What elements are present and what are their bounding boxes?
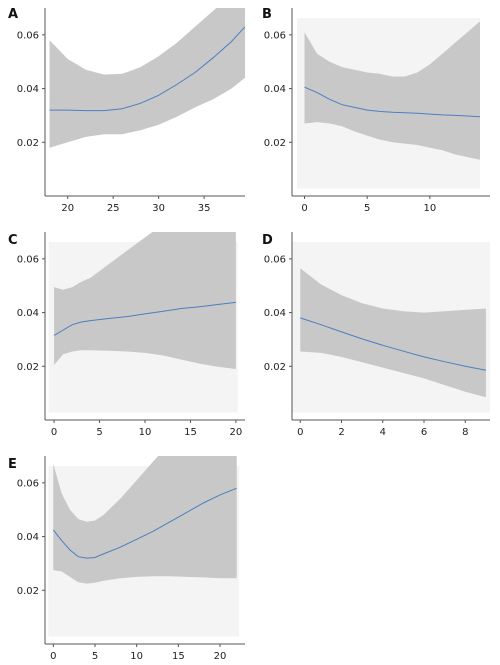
panel-letter: C [8,233,18,248]
x-tick-label: 0 [297,427,303,438]
x-tick-label: 35 [198,203,211,214]
panel-e: E 0.02 0.04 0.06 0 5 10 15 20 [8,456,245,662]
x-tick-label: 20 [230,427,243,438]
y-tick-label: 0.02 [17,362,39,373]
panel-a: A 0.02 0.04 0.06 20 25 30 35 [8,7,245,214]
x-tick-label: 25 [107,203,120,214]
x-tick-label: 20 [61,203,74,214]
x-tick-label: 30 [152,203,165,214]
panel-letter: B [262,7,272,22]
fitted-line [304,86,481,118]
x-tick-label: 10 [139,427,152,438]
fitted-line [52,487,237,559]
x-tick-label: 4 [380,427,386,438]
y-tick-label: 0.04 [17,84,39,95]
confidence-band [304,21,480,160]
x-tick-label: 0 [50,651,56,662]
x-tick-label: 10 [130,651,143,662]
y-tick-label: 0.02 [17,586,39,597]
x-tick-label: 5 [92,651,98,662]
x-tick-label: 0 [301,203,307,214]
panel-letter: E [8,457,17,472]
y-tick-label: 0.06 [17,30,39,41]
y-tick-label: 0.02 [264,138,286,149]
confidence-band [54,232,236,369]
panel-letter: A [8,7,18,22]
fitted-line [300,317,486,371]
x-tick-label: 6 [421,427,427,438]
y-tick-label: 0.04 [17,308,39,319]
y-tick-label: 0.06 [264,254,286,265]
x-tick-label: 2 [338,427,344,438]
fitted-line [49,26,245,112]
x-tick-label: 15 [172,651,185,662]
x-tick-label: 20 [214,651,227,662]
y-tick-label: 0.06 [17,478,39,489]
x-tick-label: 5 [364,203,370,214]
fitted-line [53,301,236,336]
y-tick-label: 0.06 [264,30,286,41]
panel-letter: D [262,233,273,248]
panel-d: D 0.02 0.04 0.06 0 2 4 6 8 [262,232,490,438]
confidence-band [300,268,486,398]
x-tick-label: 0 [51,427,57,438]
y-tick-label: 0.02 [17,138,39,149]
panel-c: C 0.02 0.04 0.06 0 5 10 15 20 [8,232,245,438]
confidence-band [49,8,245,148]
x-tick-label: 15 [184,427,197,438]
y-tick-label: 0.06 [17,254,39,265]
y-tick-label: 0.04 [264,84,286,95]
y-tick-label: 0.04 [17,532,39,543]
x-tick-label: 5 [96,427,102,438]
y-tick-label: 0.04 [264,308,286,319]
x-tick-label: 10 [423,203,436,214]
confidence-band [53,456,237,584]
x-tick-label: 8 [462,427,468,438]
panel-b: B 0.02 0.04 0.06 0 5 10 [262,7,490,214]
y-tick-label: 0.02 [264,362,286,373]
